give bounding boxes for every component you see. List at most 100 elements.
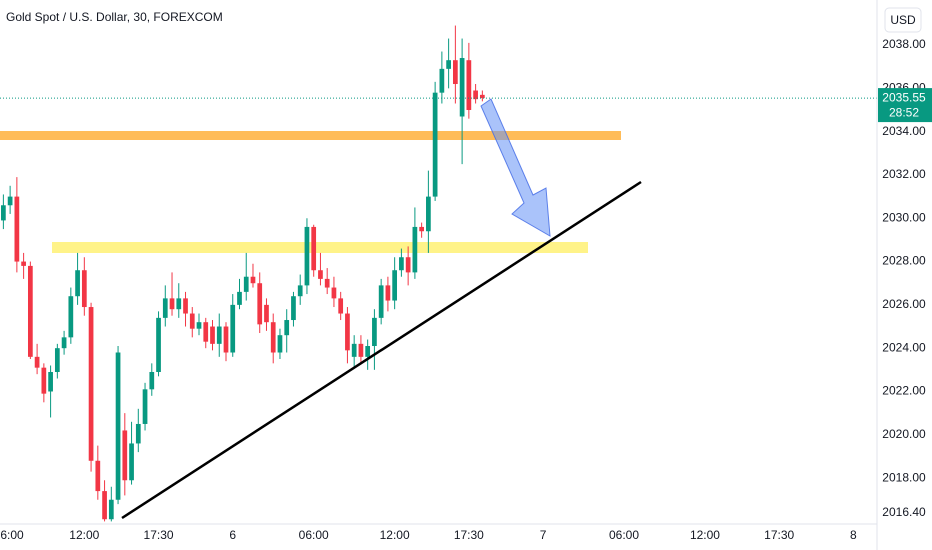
candle-body [264, 304, 269, 323]
candle-body [446, 60, 451, 69]
candle-body [176, 298, 182, 310]
candle-body [21, 261, 26, 266]
drawings-overlay [121, 98, 642, 520]
candle-body [34, 356, 40, 368]
candle-body [311, 226, 317, 271]
candle-body [304, 226, 310, 286]
candle-body [385, 285, 391, 301]
candle-body [14, 196, 20, 262]
candle-body [102, 491, 107, 520]
candle-body [331, 287, 337, 299]
y-tick-label: 2032.00 [882, 167, 926, 181]
candle-body [88, 307, 94, 461]
y-tick-label: 2024.00 [882, 340, 926, 354]
candle-body [378, 285, 384, 318]
candle-body [351, 343, 357, 357]
drawings [0, 131, 621, 253]
candle-body [156, 317, 161, 372]
candle-body [7, 196, 13, 206]
y-tick-label: 2030.00 [882, 210, 926, 224]
x-tick-label: 6:00 [0, 528, 24, 542]
candle-body [453, 60, 458, 85]
candle-body [27, 265, 33, 357]
candle-body [237, 291, 242, 305]
candle-body [250, 276, 256, 284]
y-tick-label: 2016.40 [882, 505, 926, 519]
x-tick-label: 06:00 [609, 528, 639, 542]
candle-body [291, 296, 296, 321]
candle-body [196, 322, 202, 329]
candle-body [61, 337, 67, 349]
x-tick-label: 17:30 [764, 528, 794, 542]
candle-body [338, 298, 344, 314]
candle-body [270, 322, 276, 353]
x-tick-label: 12:00 [69, 528, 99, 542]
candle-body [203, 322, 209, 342]
y-tick-label: 2034.00 [882, 124, 926, 138]
x-tick-label: 17:30 [454, 528, 484, 542]
candle-body [473, 90, 478, 100]
candle-body [1, 205, 6, 221]
trend-line [121, 180, 642, 520]
candle-body [318, 270, 323, 279]
candle-body [129, 443, 134, 481]
candle-body [365, 346, 371, 357]
countdown-label: 28:52 [889, 105, 919, 119]
candle-body [372, 317, 377, 347]
candle-body [439, 68, 445, 93]
y-tick-label: 2022.00 [882, 384, 926, 398]
last-price-label: 2035.55 [882, 90, 926, 104]
projection-arrow [480, 98, 551, 237]
candle-body [479, 94, 485, 99]
candle-body [432, 92, 438, 197]
candle-body [162, 298, 168, 318]
y-tick-label: 2038.00 [882, 37, 926, 51]
candle-body [345, 313, 350, 351]
candle-body [54, 348, 60, 372]
candle-body [210, 326, 215, 344]
candle-body [115, 352, 121, 500]
y-tick-label: 2028.00 [882, 254, 926, 268]
time-axis: 6:00 12:00 17:30 6 06:00 12:00 17:30 7 06:00 12:0… [0, 528, 857, 542]
candle-body [324, 278, 330, 288]
currency-label[interactable]: USD [890, 13, 916, 27]
y-tick-label: 2018.00 [882, 470, 926, 484]
candle-body [149, 371, 155, 390]
candle-body [68, 296, 74, 338]
resistance-zone [0, 131, 621, 140]
candle-body [426, 196, 431, 232]
candle-body [405, 257, 411, 273]
currency-button[interactable] [884, 7, 922, 33]
candle-body [358, 343, 364, 357]
x-tick-label: 06:00 [299, 528, 329, 542]
candle-body [48, 371, 53, 392]
price-axis: 2038.002036.002034.002032.002030.002028.… [878, 37, 932, 519]
candle-body [108, 499, 114, 520]
candle-body [412, 226, 418, 273]
x-tick-label: 8 [850, 528, 857, 542]
candle-body [419, 226, 424, 232]
candle-body [216, 326, 222, 344]
candle-body [135, 423, 141, 444]
candle-body [223, 326, 229, 353]
x-tick-label: 12:00 [690, 528, 720, 542]
y-tick-label: 2026.00 [882, 297, 926, 311]
candle-body [257, 283, 263, 325]
candle-body [466, 60, 472, 110]
candles [0, 25, 877, 522]
candle-body [392, 270, 398, 301]
x-tick-label: 6 [229, 528, 236, 542]
candle-body [75, 270, 80, 297]
chart-title: Gold Spot / U.S. Dollar, 30, FOREXCOM [6, 10, 223, 24]
candle-body [169, 298, 175, 310]
candle-body [183, 298, 188, 314]
candle-body [230, 304, 236, 353]
candle-body [41, 367, 47, 394]
x-tick-label: 17:30 [144, 528, 174, 542]
candle-body [95, 460, 101, 492]
last-price-box [878, 88, 932, 123]
candle-body [399, 257, 404, 271]
